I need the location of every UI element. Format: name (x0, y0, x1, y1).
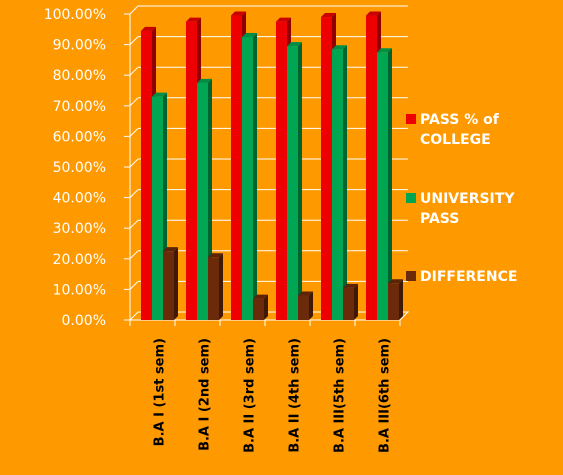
bar (253, 298, 264, 320)
x-category-label: B.A I (1st sem) (153, 338, 168, 446)
bar (366, 15, 377, 321)
bar-side (354, 283, 358, 320)
bar-top (343, 283, 358, 288)
bar-top (321, 13, 336, 18)
gridline-depth (129, 36, 139, 45)
bar-side (298, 42, 302, 320)
legend-swatch (406, 114, 416, 124)
bar-side (264, 294, 268, 320)
x-category-label: B.A II (3rd sem) (243, 338, 258, 453)
bar-top (152, 92, 167, 97)
bar-top (186, 17, 201, 22)
bar (298, 295, 309, 320)
bar (197, 82, 208, 320)
bar-top (377, 48, 392, 53)
gridline-depth (129, 97, 139, 107)
bar-side (388, 48, 392, 320)
bar-top (366, 11, 381, 16)
gridline-depth (129, 158, 139, 168)
bar-top (208, 253, 223, 258)
bar-top (332, 45, 347, 50)
bar-side (343, 45, 347, 320)
y-tick-label: 60.00% (53, 129, 106, 145)
bar-top (298, 291, 313, 296)
legend-label: COLLEGE (420, 132, 491, 148)
bar (287, 46, 298, 320)
bar (242, 36, 253, 320)
gridline-depth (129, 219, 139, 229)
gridline-depth (129, 281, 139, 290)
bar-top (197, 78, 212, 83)
legend-label: DIFFERENCE (420, 269, 517, 285)
bar-side (219, 253, 223, 320)
legend-label: PASS (420, 211, 459, 227)
y-tick-label: 80.00% (53, 68, 106, 84)
legend-swatch (406, 193, 416, 203)
x-category-label: B.A I (2nd sem) (198, 338, 213, 451)
bar-side (399, 279, 403, 320)
y-tick-label: 0.00% (62, 313, 106, 329)
x-category-label: B.A III(5th sem) (333, 338, 348, 453)
bar-top (388, 279, 403, 284)
bar-side (309, 291, 313, 320)
legend-label: UNIVERSITY (420, 191, 515, 207)
legend-label: PASS % of (420, 112, 500, 128)
bar (377, 52, 388, 320)
y-tick-label: 70.00% (53, 99, 106, 115)
bar-top (163, 247, 178, 252)
bar (388, 283, 399, 320)
bar-top (231, 11, 246, 16)
gridline-depth (129, 250, 139, 260)
bar (186, 21, 197, 321)
bar-top (242, 32, 257, 37)
y-tick-label: 10.00% (53, 282, 106, 298)
bar (141, 30, 152, 321)
gridline-depth (129, 5, 139, 15)
y-tick-label: 50.00% (53, 160, 106, 176)
bar (152, 96, 163, 321)
bar (321, 17, 332, 321)
bar (343, 287, 354, 320)
bar (208, 257, 219, 320)
legend-swatch (406, 271, 416, 281)
bar-top (141, 26, 156, 31)
bar-top (253, 294, 268, 299)
y-tick-label: 20.00% (53, 252, 106, 268)
y-tick-label: 90.00% (53, 38, 106, 54)
gridline-depth (129, 66, 139, 76)
x-category-label: B.A III(6th sem) (378, 338, 393, 453)
bar (163, 251, 174, 320)
bar-top (287, 42, 302, 47)
y-tick-label: 100.00% (44, 7, 106, 23)
gridline-depth (129, 189, 139, 198)
bar-side (253, 32, 257, 320)
x-category-label: B.A II (4th sem) (288, 338, 303, 453)
bar (231, 15, 242, 321)
gridline-depth (129, 128, 139, 137)
y-tick-label: 40.00% (53, 191, 106, 207)
bar-top (276, 17, 291, 22)
bar (332, 49, 343, 320)
bar (276, 21, 287, 321)
y-tick-label: 30.00% (53, 221, 106, 237)
bar-side (174, 247, 178, 320)
